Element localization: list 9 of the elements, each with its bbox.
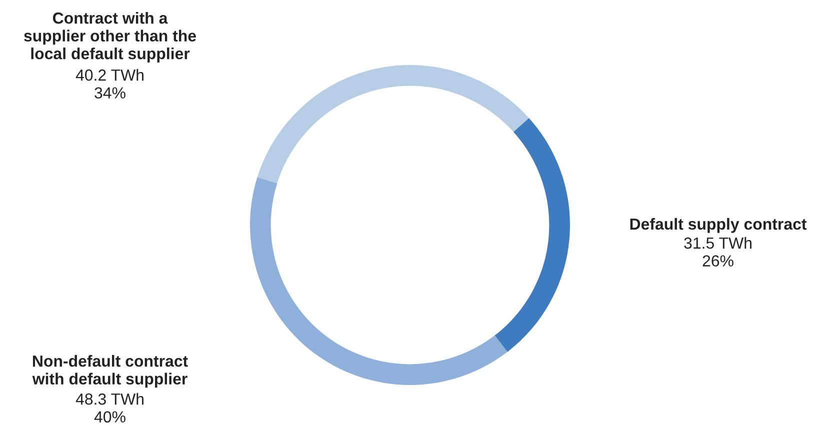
donut-slice xyxy=(494,118,570,352)
data-label: 48.3 TWh 40% xyxy=(76,393,144,423)
data-label: 31.5 TWh 26% xyxy=(684,237,752,267)
slice-label: Default supply contract xyxy=(630,218,807,233)
donut-slice xyxy=(250,177,508,385)
donut-slice xyxy=(257,65,529,184)
data-label: 40.2 TWh 34% xyxy=(76,69,144,99)
slice-label: Non-default contract with default supplier xyxy=(32,355,188,388)
slice-label: Contract with a supplier other than the local default supplier xyxy=(24,12,196,62)
